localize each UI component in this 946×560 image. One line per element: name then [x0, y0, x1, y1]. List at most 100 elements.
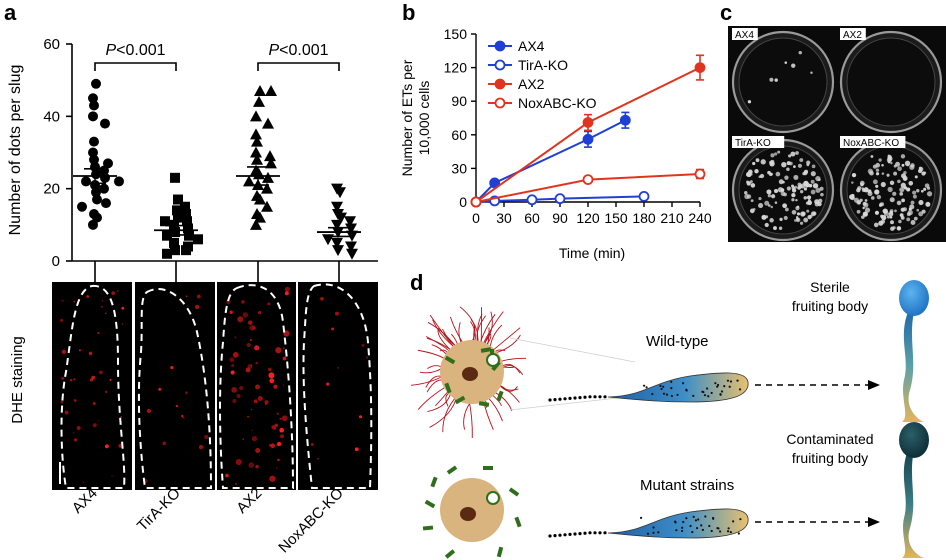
- red-speckle: [175, 405, 178, 408]
- colony: [878, 158, 882, 162]
- data-point-TirA-KO: [184, 230, 194, 241]
- red-speckle: [282, 384, 285, 386]
- data-point-TirA-KO: [170, 227, 180, 238]
- colony: [764, 200, 770, 206]
- dhe-image-background: [135, 282, 215, 490]
- slime-trail-cell: [573, 396, 577, 400]
- red-speckle: [104, 390, 108, 394]
- colony: [806, 209, 810, 213]
- colony: [743, 191, 748, 195]
- contaminated-fruiting-body: [899, 422, 929, 558]
- red-speckle: [246, 342, 251, 348]
- red-speckle: [194, 304, 200, 310]
- data-point-NoxABC-KO: [334, 187, 346, 199]
- slime-trail-cell: [553, 534, 557, 538]
- colony: [806, 160, 811, 165]
- data-point-AX2: [265, 157, 277, 169]
- colony: [918, 211, 924, 217]
- slug-cell: [681, 382, 685, 385]
- dhe-staining-label: DHE staining: [9, 336, 26, 424]
- arrow-to-sterile: [755, 380, 880, 390]
- data-point-AX2: [250, 128, 262, 140]
- colony: [926, 186, 931, 190]
- slug-cell: [695, 527, 699, 530]
- red-speckle: [269, 378, 275, 384]
- red-speckle: [232, 399, 237, 404]
- red-speckle: [120, 416, 123, 418]
- colony: [910, 220, 916, 225]
- b-x-tick-label: 60: [524, 210, 540, 226]
- slug-cell: [737, 532, 740, 535]
- colony: [797, 163, 802, 168]
- data-point-AX4: [100, 118, 110, 129]
- data-point-AX2: [254, 193, 266, 205]
- colony: [769, 161, 774, 166]
- et-filament: [490, 327, 521, 353]
- red-speckle: [185, 295, 188, 298]
- red-speckle: [88, 351, 93, 356]
- colony: [875, 162, 881, 168]
- plate-label-bg: [732, 136, 785, 148]
- b-y-tick-label: 150: [444, 26, 468, 42]
- colony: [881, 172, 885, 175]
- slug-cell: [639, 516, 643, 519]
- petri-plate-NoxABC-KO: NoxABC-KO: [839, 136, 943, 242]
- contaminated-label-2: fruiting body: [792, 450, 868, 466]
- colony: [758, 202, 764, 209]
- colony: [782, 180, 785, 184]
- red-speckle: [61, 376, 65, 380]
- colony: [811, 164, 816, 169]
- colony: [820, 192, 824, 197]
- slug-cell: [646, 532, 650, 535]
- colony: [812, 183, 819, 189]
- slug-cell: [642, 384, 646, 387]
- data-point-NoxABC-KO: [335, 212, 347, 224]
- red-speckle: [86, 295, 90, 298]
- slug-cell: [651, 392, 654, 396]
- dhe-image-AX2: [217, 282, 296, 490]
- colony: [875, 168, 880, 172]
- red-speckle: [184, 391, 188, 395]
- colony: [906, 217, 911, 222]
- colony: [896, 200, 902, 206]
- colony: [799, 221, 804, 225]
- b-x-tick-label: 150: [604, 210, 628, 226]
- colony: [909, 164, 915, 170]
- colony: [769, 77, 774, 82]
- red-speckle: [237, 316, 244, 323]
- plate-agar: [738, 37, 828, 127]
- slug-cell: [714, 382, 717, 385]
- slug-cell: [692, 394, 695, 398]
- red-speckle: [275, 347, 282, 354]
- colony: [864, 207, 871, 213]
- red-speckle: [253, 399, 258, 404]
- data-point-NoxABC-KO: [582, 174, 594, 186]
- slime-trail-cell: [563, 397, 567, 401]
- plate-label-AX2: AX2: [843, 30, 862, 41]
- colony: [867, 191, 873, 197]
- red-speckle: [334, 311, 340, 316]
- colony: [875, 184, 879, 188]
- b-ylabel-line2: 10,000 cells: [416, 81, 432, 156]
- slime-trail-cell: [558, 533, 562, 537]
- red-speckle: [60, 400, 64, 404]
- colony: [797, 182, 802, 187]
- data-point-AX2: [262, 117, 274, 129]
- red-speckle: [274, 423, 278, 427]
- slug-cell: [728, 385, 731, 388]
- colony: [892, 191, 897, 196]
- colony: [897, 227, 901, 230]
- slug-cell: [727, 527, 730, 530]
- colony: [887, 156, 893, 162]
- colony: [774, 78, 778, 82]
- slug-cell: [716, 383, 720, 387]
- colony: [775, 171, 781, 177]
- colony: [900, 207, 905, 212]
- red-speckle: [111, 475, 113, 477]
- colony: [773, 189, 779, 194]
- lane-label-NoxABC-KO: NoxABC-KO: [275, 485, 347, 557]
- data-point-NoxABC-KO: [346, 248, 358, 260]
- slug-cell: [694, 519, 698, 522]
- colony: [793, 165, 796, 168]
- red-speckle: [73, 300, 75, 303]
